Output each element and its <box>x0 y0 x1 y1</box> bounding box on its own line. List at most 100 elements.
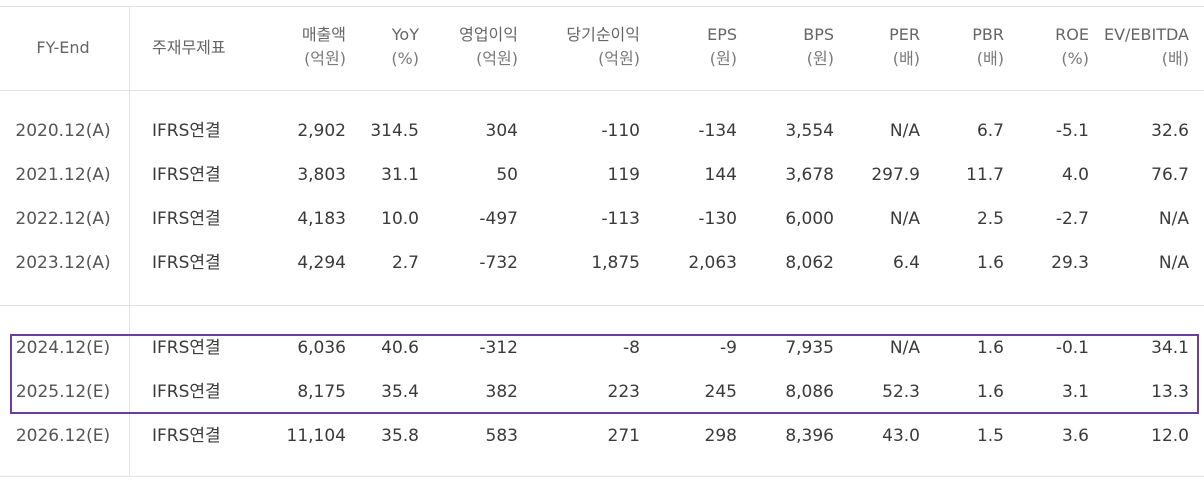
cell-type: IFRS연결 <box>152 338 221 358</box>
cell-type: IFRS연결 <box>152 121 221 141</box>
cell-pbr: 1.6 <box>976 253 1004 273</box>
cell-fy: 2022.12(A) <box>15 209 111 229</box>
cell-roe: -2.7 <box>1055 209 1089 229</box>
header-per: PER (배) <box>834 23 920 71</box>
cell-ev: N/A <box>1158 209 1189 229</box>
table-row: 2025.12(E) IFRS연결 8,175 35.4 382 223 245 8,086 5… <box>0 370 1204 414</box>
cell-pbr: 6.7 <box>976 121 1004 141</box>
header-divider <box>0 90 1204 91</box>
cell-fy: 2023.12(A) <box>15 253 111 273</box>
cell-op: -312 <box>479 338 518 358</box>
cell-eps: 2,063 <box>688 253 737 273</box>
header-label: 당기순이익 <box>566 25 640 44</box>
cell-eps: -134 <box>698 121 737 141</box>
header-unit: (배) <box>1161 49 1189 68</box>
table-row: 2021.12(A) IFRS연결 3,803 31.1 50 119 144 3,678 29… <box>0 153 1204 197</box>
table-row: 2020.12(A) IFRS연결 2,902 314.5 304 -110 -134 3,5… <box>0 109 1204 153</box>
header-unit: (억원) <box>304 49 346 68</box>
cell-bps: 6,000 <box>785 209 834 229</box>
cell-yoy: 2.7 <box>391 253 419 273</box>
cell-sales: 4,294 <box>297 253 346 273</box>
header-ev: EV/EBITDA (배) <box>1089 23 1189 71</box>
section-divider <box>0 305 1204 306</box>
cell-type: IFRS연결 <box>152 253 221 273</box>
header-op: 영업이익 (억원) <box>420 23 518 71</box>
column-divider <box>129 6 130 476</box>
header-unit: (%) <box>391 49 419 68</box>
cell-bps: 3,554 <box>785 121 834 141</box>
cell-per: 43.0 <box>882 426 920 446</box>
header-label: 주재무제표 <box>152 38 226 57</box>
cell-pbr: 1.5 <box>976 426 1004 446</box>
cell-yoy: 40.6 <box>381 338 419 358</box>
cell-yoy: 314.5 <box>370 121 419 141</box>
cell-eps: -9 <box>720 338 737 358</box>
cell-net: -110 <box>601 121 640 141</box>
table-row: 2024.12(E) IFRS연결 6,036 40.6 -312 -8 -9 7,935 N/… <box>0 326 1204 370</box>
header-unit: (억원) <box>598 49 640 68</box>
cell-eps: 144 <box>704 165 737 185</box>
cell-op: 583 <box>485 426 518 446</box>
cell-roe: -5.1 <box>1055 121 1089 141</box>
cell-ev: 12.0 <box>1151 426 1189 446</box>
cell-fy: 2021.12(A) <box>15 165 111 185</box>
cell-eps: -130 <box>698 209 737 229</box>
cell-yoy: 31.1 <box>381 165 419 185</box>
cell-pbr: 1.6 <box>976 338 1004 358</box>
cell-roe: -0.1 <box>1055 338 1089 358</box>
table-top-border <box>0 6 1204 7</box>
cell-net: -113 <box>601 209 640 229</box>
header-net: 당기순이익 (억원) <box>520 23 640 71</box>
cell-bps: 7,935 <box>785 338 834 358</box>
cell-sales: 3,803 <box>297 165 346 185</box>
header-label: 영업이익 <box>459 25 518 44</box>
cell-bps: 8,396 <box>785 426 834 446</box>
cell-pbr: 11.7 <box>966 165 1004 185</box>
cell-ev: 32.6 <box>1151 121 1189 141</box>
header-sales: 매출액 (억원) <box>246 23 346 71</box>
cell-roe: 4.0 <box>1061 165 1089 185</box>
cell-type: IFRS연결 <box>152 426 221 446</box>
header-unit: (배) <box>892 49 920 68</box>
cell-op: -732 <box>479 253 518 273</box>
cell-net: -8 <box>623 338 640 358</box>
cell-ev: 34.1 <box>1151 338 1189 358</box>
estimate-highlight-box <box>10 334 1199 414</box>
cell-roe: 3.6 <box>1061 426 1089 446</box>
cell-ev: N/A <box>1158 253 1189 273</box>
table-row: 2023.12(A) IFRS연결 4,294 2.7 -732 1,875 2,063 8,… <box>0 241 1204 285</box>
cell-type: IFRS연결 <box>152 382 221 402</box>
cell-bps: 8,062 <box>785 253 834 273</box>
table-bottom-border <box>0 476 1204 477</box>
cell-type: IFRS연결 <box>152 209 221 229</box>
cell-sales: 2,902 <box>297 121 346 141</box>
header-unit: (배) <box>976 49 1004 68</box>
cell-ev: 76.7 <box>1151 165 1189 185</box>
cell-bps: 3,678 <box>785 165 834 185</box>
cell-net: 119 <box>607 165 640 185</box>
header-label: FY-End <box>36 38 90 57</box>
cell-per: N/A <box>889 338 920 358</box>
header-label: BPS <box>803 25 834 44</box>
header-roe: ROE (%) <box>1004 23 1089 71</box>
cell-roe: 3.1 <box>1061 382 1089 402</box>
header-type: 주재무제표 <box>152 36 252 60</box>
header-unit: (억원) <box>476 49 518 68</box>
header-unit: (원) <box>709 49 737 68</box>
cell-sales: 11,104 <box>286 426 346 446</box>
cell-per: 6.4 <box>892 253 920 273</box>
header-eps: EPS (원) <box>640 23 737 71</box>
cell-sales: 4,183 <box>297 209 346 229</box>
cell-sales: 6,036 <box>297 338 346 358</box>
table-row: 2026.12(E) IFRS연결 11,104 35.8 583 271 298 8,396… <box>0 414 1204 458</box>
header-label: EPS <box>707 25 737 44</box>
cell-eps: 245 <box>704 382 737 402</box>
cell-pbr: 2.5 <box>976 209 1004 229</box>
cell-pbr: 1.6 <box>976 382 1004 402</box>
header-pbr: PBR (배) <box>920 23 1004 71</box>
header-label: PBR <box>972 25 1004 44</box>
cell-sales: 8,175 <box>297 382 346 402</box>
cell-per: 52.3 <box>882 382 920 402</box>
cell-op: 50 <box>496 165 518 185</box>
